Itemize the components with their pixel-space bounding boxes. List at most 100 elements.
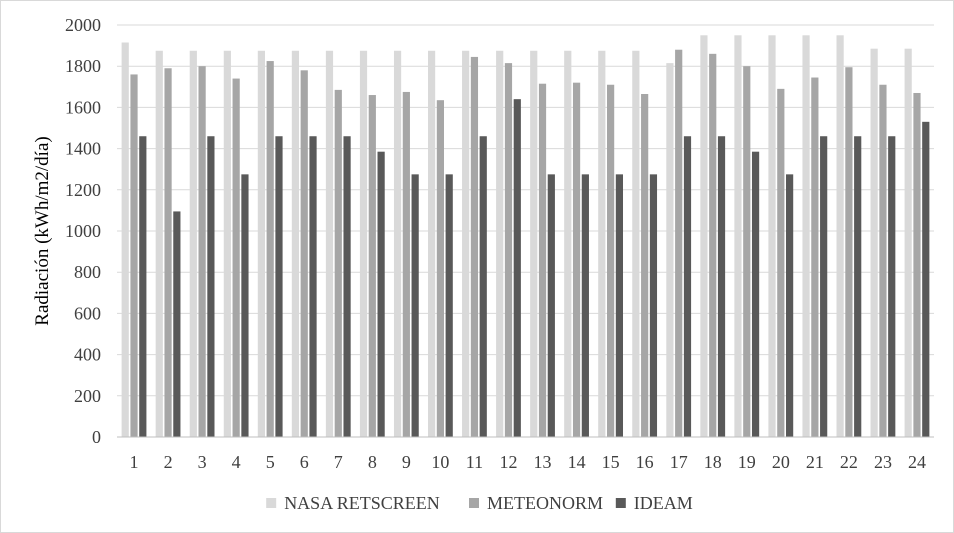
x-tick-label: 13 <box>534 452 552 472</box>
bar <box>291 50 300 437</box>
bar <box>888 136 896 438</box>
bar <box>257 50 265 437</box>
bar <box>189 50 197 437</box>
bar <box>581 174 589 437</box>
y-tick-label: 400 <box>74 345 101 365</box>
y-tick-label: 1000 <box>65 221 101 241</box>
bar <box>547 174 555 437</box>
bar <box>411 174 419 437</box>
bar <box>241 174 249 437</box>
bar <box>683 136 692 438</box>
bar <box>564 50 572 437</box>
y-tick-label: 1600 <box>65 97 101 117</box>
y-tick-label: 1400 <box>65 139 101 159</box>
x-tick-label: 1 <box>130 452 139 472</box>
bar <box>266 61 274 438</box>
bar <box>164 68 172 437</box>
bar <box>368 95 376 437</box>
x-tick-label: 7 <box>334 452 343 472</box>
bar <box>121 42 129 437</box>
bar <box>572 82 581 438</box>
bars <box>121 35 930 438</box>
y-tick-label: 800 <box>74 262 101 282</box>
bar <box>530 50 538 437</box>
y-tick-label: 2000 <box>65 15 101 35</box>
bar <box>343 136 351 438</box>
legend: NASA RETSCREEN METEONORM IDEAM <box>266 493 693 513</box>
bar <box>786 174 794 437</box>
bar <box>777 88 785 438</box>
y-axis-ticks: 0 200 400 600 800 1000 1200 1400 1600 1800 2000 <box>65 15 101 447</box>
bar <box>504 63 513 438</box>
y-tick-label: 200 <box>74 386 101 406</box>
bar <box>496 50 504 437</box>
x-tick-label: 12 <box>499 452 517 472</box>
x-tick-label: 2 <box>164 452 173 472</box>
legend-label: IDEAM <box>634 493 693 513</box>
x-tick-label: 17 <box>670 452 688 472</box>
x-axis-ticks: 1 2 3 4 5 6 7 8 9 10 11 12 13 14 15 16 17 18 19 20 21 22 23 24 <box>130 452 926 472</box>
x-tick-label: 8 <box>368 452 377 472</box>
bar <box>870 48 878 437</box>
y-tick-label: 600 <box>74 303 101 323</box>
bar <box>198 66 206 437</box>
x-tick-label: 23 <box>874 452 892 472</box>
bar <box>232 78 240 437</box>
y-tick-label: 1800 <box>65 56 101 76</box>
bar <box>615 174 624 437</box>
bar <box>802 35 810 438</box>
bar <box>768 35 776 438</box>
x-tick-label: 22 <box>840 452 858 472</box>
bar <box>709 53 717 438</box>
bar <box>393 50 402 437</box>
bar <box>513 99 521 437</box>
bar <box>402 91 410 437</box>
bar <box>820 136 828 438</box>
bar <box>845 67 853 437</box>
bar <box>470 56 479 438</box>
bar <box>377 151 385 437</box>
bar <box>173 211 181 437</box>
legend-label: METEONORM <box>487 493 603 513</box>
x-tick-label: 10 <box>431 452 449 472</box>
x-tick-label: 24 <box>908 452 926 472</box>
x-tick-label: 6 <box>300 452 309 472</box>
x-tick-label: 3 <box>198 452 207 472</box>
bar <box>854 136 862 438</box>
x-tick-label: 14 <box>568 452 586 472</box>
legend-swatch <box>615 498 626 508</box>
bar <box>325 50 334 437</box>
bar <box>913 92 921 437</box>
x-tick-label: 9 <box>402 452 411 472</box>
bar <box>607 84 615 438</box>
bar <box>649 174 658 437</box>
bar <box>445 174 453 437</box>
bar <box>462 50 470 437</box>
bar <box>436 100 444 437</box>
bar <box>359 50 368 437</box>
bar <box>139 136 147 438</box>
bar <box>479 136 487 438</box>
bar <box>275 136 283 438</box>
bar <box>538 83 547 438</box>
bar <box>334 89 342 437</box>
bar <box>922 121 930 437</box>
legend-swatch <box>469 498 479 508</box>
legend-label: NASA RETSCREEN <box>284 493 440 513</box>
x-tick-label: 11 <box>466 452 483 472</box>
bar <box>836 35 844 438</box>
x-tick-label: 18 <box>704 452 722 472</box>
y-tick-label: 1200 <box>65 180 101 200</box>
x-tick-label: 15 <box>602 452 620 472</box>
bar <box>700 35 708 438</box>
legend-swatch <box>266 498 277 508</box>
y-axis-label: Radiación (kWh/m2/día) <box>32 136 53 325</box>
x-tick-label: 5 <box>266 452 275 472</box>
bar <box>743 66 751 437</box>
bar <box>811 77 819 437</box>
bar <box>427 50 436 437</box>
x-tick-label: 4 <box>232 452 241 472</box>
bar <box>666 63 674 438</box>
